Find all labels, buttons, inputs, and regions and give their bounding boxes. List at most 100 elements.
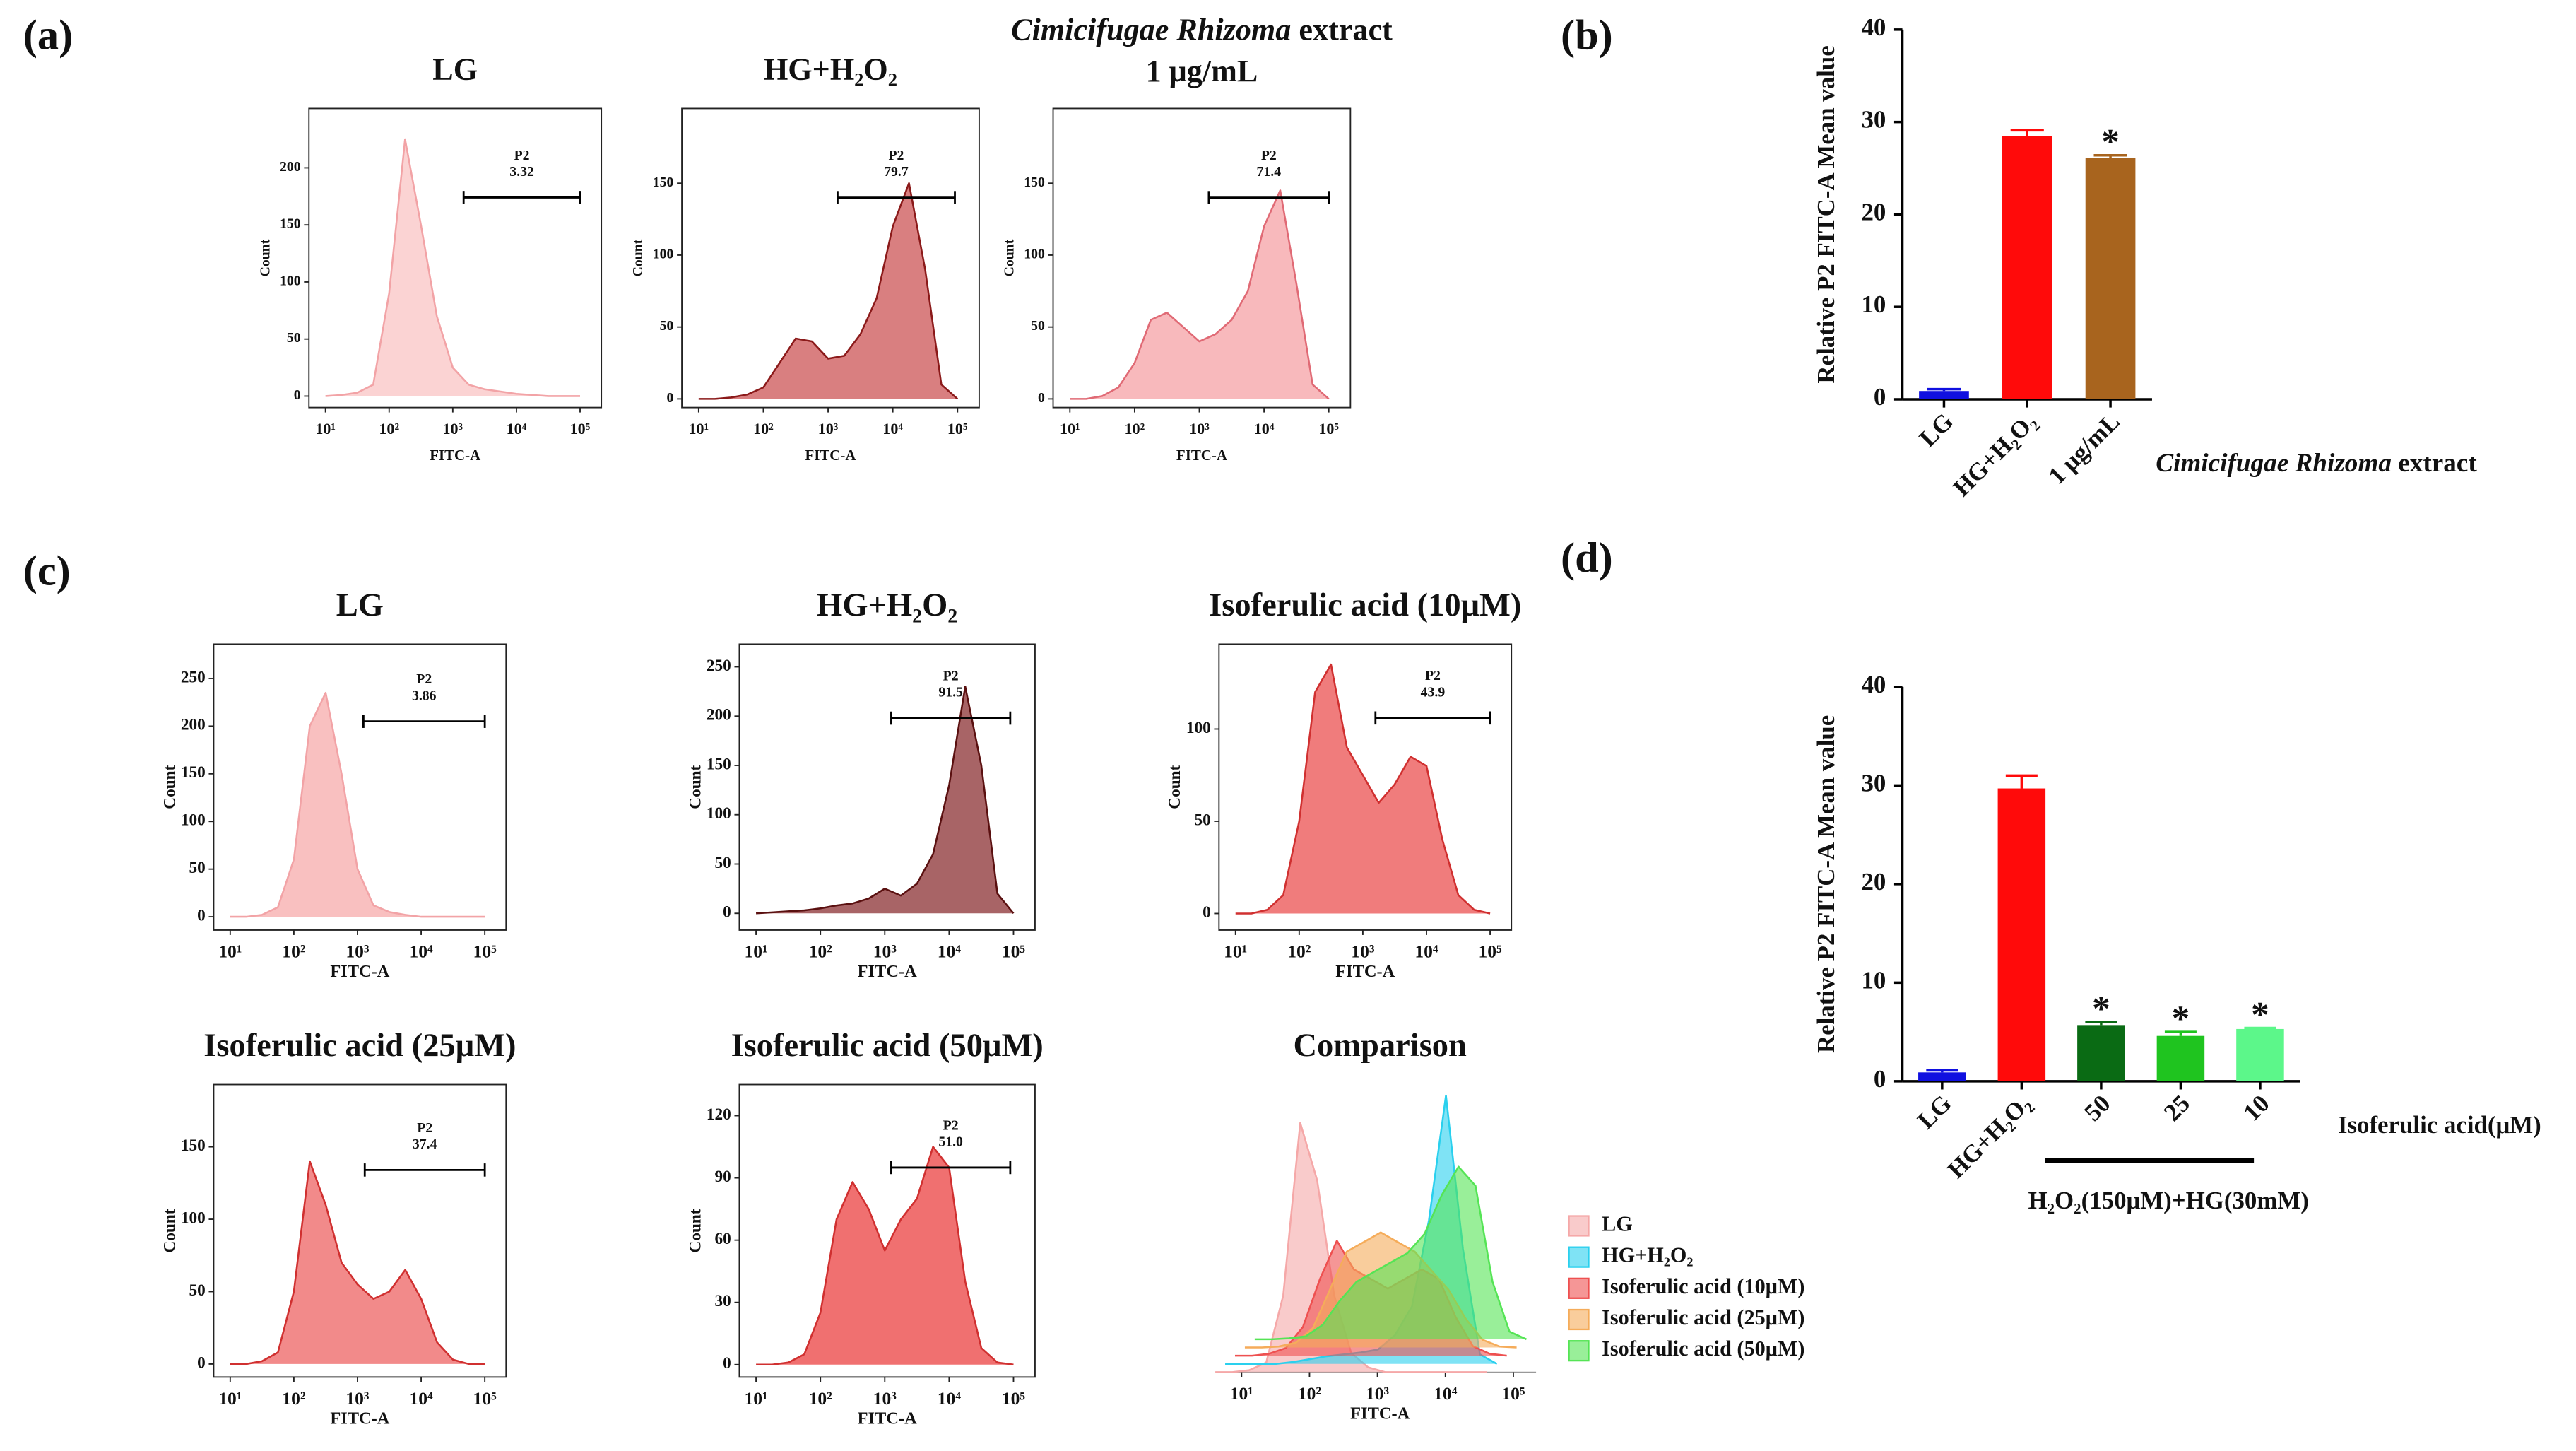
legend-swatch bbox=[1568, 1308, 1590, 1331]
group-label-part: extract bbox=[2392, 449, 2477, 478]
x-tick-label: 10² bbox=[282, 941, 306, 961]
x-tick-label: 10² bbox=[1125, 420, 1145, 437]
y-tick-label: 10 bbox=[1861, 290, 1886, 318]
y-tick-label: 0 bbox=[197, 906, 206, 924]
panel-label: (d) bbox=[1561, 534, 1613, 582]
chart-title-part: Cimicifugae Rhizoma bbox=[1011, 13, 1291, 47]
significance-mark: * bbox=[2101, 122, 2120, 162]
area-line bbox=[698, 182, 959, 400]
x-tick-label: 10⁴ bbox=[882, 420, 903, 437]
gate-value: 91.5 bbox=[938, 685, 963, 700]
y-axis-label: Count bbox=[630, 239, 646, 276]
y-tick-label: 20 bbox=[1861, 198, 1886, 225]
y-tick-label: 50 bbox=[189, 859, 206, 877]
y-tick-label: 20 bbox=[1861, 868, 1886, 895]
x-tick-label: 50 bbox=[2079, 1090, 2115, 1127]
gate-value: 37.4 bbox=[413, 1136, 437, 1152]
chart-title: Isoferulic acid (25μM) bbox=[203, 1028, 516, 1064]
x-tick-label: 10⁴ bbox=[938, 1388, 962, 1409]
x-tick-label: 25 bbox=[2158, 1090, 2195, 1127]
x-tick-label: 10⁴ bbox=[409, 1388, 433, 1409]
x-tick-label: 10⁵ bbox=[473, 1388, 497, 1409]
x-tick-label: 10⁵ bbox=[473, 941, 497, 961]
y-tick-label: 200 bbox=[280, 159, 301, 175]
y-tick-label: 250 bbox=[181, 668, 206, 686]
y-tick-label: 100 bbox=[653, 246, 674, 262]
bar bbox=[2236, 1028, 2284, 1081]
x-axis-label: Isoferulic acid(μM) bbox=[2338, 1111, 2541, 1139]
y-tick-label: 150 bbox=[1024, 175, 1045, 190]
y-tick-label: 50 bbox=[715, 854, 731, 872]
y-tick-label: 100 bbox=[181, 811, 206, 830]
x-axis-label: FITC-A bbox=[1176, 447, 1227, 464]
x-tick-label: 10¹ bbox=[1230, 1383, 1253, 1404]
y-tick-label: 40 bbox=[1861, 671, 1886, 698]
y-tick-label: 0 bbox=[294, 387, 301, 403]
x-tick-label: 10¹ bbox=[688, 420, 709, 437]
group-label: H₂O₂(150μM)+HG(30mM) bbox=[2028, 1187, 2309, 1214]
y-axis-label: Count bbox=[1166, 765, 1184, 809]
significance-mark: * bbox=[2172, 999, 2190, 1039]
plot-frame bbox=[308, 107, 603, 409]
chart-title: LG bbox=[432, 52, 478, 86]
x-tick-label: 10⁴ bbox=[1414, 941, 1438, 961]
plot-frame bbox=[738, 1083, 1036, 1378]
y-tick-label: 50 bbox=[1031, 318, 1045, 334]
significance-mark: * bbox=[2092, 989, 2110, 1029]
x-tick-label: 10⁵ bbox=[947, 420, 968, 437]
y-tick-label: 50 bbox=[1194, 811, 1210, 829]
group-label: Cimicifugae Rhizoma extract bbox=[2156, 449, 2477, 478]
y-axis-label: Count bbox=[160, 765, 179, 809]
x-tick-label: 10¹ bbox=[744, 941, 767, 961]
y-axis-label: Count bbox=[257, 239, 273, 276]
y-axis-label: Count bbox=[1002, 239, 1017, 276]
y-tick-label: 40 bbox=[1861, 13, 1886, 41]
chart-title: HG+H₂O₂ bbox=[817, 587, 957, 623]
area-line bbox=[1254, 1165, 1528, 1341]
area-fill bbox=[756, 1146, 1014, 1365]
y-axis-label: Count bbox=[160, 1209, 179, 1252]
plot-frame bbox=[681, 107, 980, 409]
gate-value: 43.9 bbox=[1421, 684, 1446, 700]
area-line bbox=[230, 691, 485, 918]
legend-label: Isoferulic acid (25μM) bbox=[1602, 1305, 1804, 1329]
y-tick-label: 50 bbox=[287, 330, 301, 346]
area-fill bbox=[698, 183, 958, 399]
y-tick-label: 250 bbox=[707, 657, 731, 675]
bar bbox=[1919, 391, 1969, 399]
plot-frame bbox=[1052, 107, 1352, 409]
area-line bbox=[325, 138, 581, 397]
x-tick-label: 10² bbox=[753, 420, 774, 437]
y-tick-label: 0 bbox=[667, 390, 674, 406]
area-line bbox=[230, 1160, 485, 1365]
gate-name: P2 bbox=[1425, 668, 1441, 683]
y-tick-label: 150 bbox=[280, 216, 301, 232]
y-tick-label: 0 bbox=[1038, 390, 1045, 406]
y-tick-label: 100 bbox=[707, 804, 731, 823]
legend-swatch bbox=[1568, 1246, 1590, 1268]
gate-name: P2 bbox=[1261, 148, 1277, 163]
bar bbox=[1918, 1072, 1966, 1081]
x-tick-label: 10³ bbox=[442, 420, 463, 437]
gate-name: P2 bbox=[514, 148, 530, 163]
area-line bbox=[1235, 663, 1491, 915]
legend-swatch bbox=[1568, 1277, 1590, 1299]
plot-frame bbox=[1218, 643, 1513, 931]
x-tick-label: 10² bbox=[282, 1388, 306, 1409]
x-tick-label: 10¹ bbox=[744, 1388, 767, 1409]
x-tick-label: 10³ bbox=[1189, 420, 1210, 437]
legend-label: Isoferulic acid (10μM) bbox=[1602, 1274, 1804, 1298]
chart-title: Isoferulic acid (50μM) bbox=[731, 1028, 1044, 1064]
x-tick-label: 10⁵ bbox=[1002, 1388, 1026, 1409]
y-axis-label: Count bbox=[686, 765, 704, 809]
plot-frame bbox=[213, 643, 507, 931]
x-tick-label: 10⁴ bbox=[409, 941, 433, 961]
panel-label: (a) bbox=[23, 12, 73, 59]
y-axis-label: Relative P2 FITC-A Mean value bbox=[1812, 715, 1840, 1053]
gate-name: P2 bbox=[943, 668, 959, 683]
y-tick-label: 100 bbox=[181, 1209, 206, 1227]
x-tick-label: 10⁴ bbox=[1254, 420, 1275, 437]
y-tick-label: 0 bbox=[723, 903, 731, 922]
